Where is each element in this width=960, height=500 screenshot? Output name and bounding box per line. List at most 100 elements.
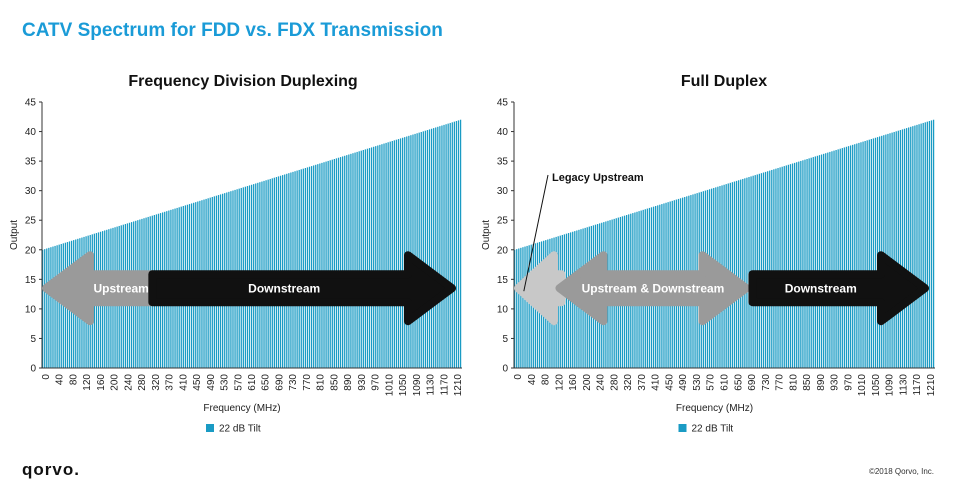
bar <box>391 140 393 368</box>
bar <box>395 139 398 368</box>
bar <box>435 127 437 369</box>
bar <box>424 130 427 368</box>
y-tick-label: 35 <box>497 157 509 168</box>
bar <box>317 164 319 368</box>
bar <box>735 180 738 368</box>
x-tick-label: 370 <box>165 374 176 391</box>
bar <box>800 160 802 368</box>
y-tick-label: 15 <box>497 275 509 286</box>
bar <box>930 120 933 368</box>
bar <box>835 149 837 368</box>
bar <box>412 134 414 368</box>
x-tick-label: 930 <box>830 374 841 391</box>
bar <box>46 248 48 368</box>
bar <box>356 151 358 368</box>
x-tick-label: 1210 <box>453 374 464 397</box>
bar <box>793 162 796 368</box>
x-tick-label: 450 <box>664 374 675 391</box>
bar <box>841 148 843 368</box>
chart-fdd: Frequency Division Duplexing 0 5 10 15 20 25 30… <box>9 73 464 435</box>
callout-label: Legacy Upstream <box>552 172 644 184</box>
y-tick-label: 15 <box>25 275 37 286</box>
x-tick-label: 730 <box>761 374 772 391</box>
y-tick-label: 25 <box>25 216 37 227</box>
arrow-left-arrow: Upstream <box>42 251 157 326</box>
bar <box>373 146 375 368</box>
bar <box>764 171 767 368</box>
bar <box>300 169 302 368</box>
x-tick-label: 1050 <box>871 374 882 397</box>
bar <box>362 149 364 368</box>
bar <box>843 147 846 368</box>
bar <box>737 180 740 368</box>
bar <box>457 120 460 368</box>
bar <box>54 245 56 368</box>
bar <box>514 249 516 368</box>
x-tick-label: 890 <box>816 374 827 391</box>
bar <box>885 134 887 368</box>
bar <box>381 144 383 368</box>
bar <box>526 245 528 368</box>
bar <box>44 249 46 368</box>
x-tick-label: 730 <box>288 374 299 391</box>
x-tick-label: 160 <box>96 374 107 391</box>
bar <box>294 171 296 368</box>
bar <box>399 138 402 368</box>
page-title: CATV Spectrum for FDD vs. FDX Transmissi… <box>22 20 443 41</box>
bar <box>422 131 424 368</box>
bar <box>370 147 373 368</box>
bar <box>895 131 897 368</box>
bar <box>428 129 431 368</box>
x-tick-label: 530 <box>220 374 231 391</box>
x-tick-label: 810 <box>788 374 799 391</box>
bar <box>308 166 311 368</box>
bar <box>868 139 870 368</box>
bar <box>893 131 895 368</box>
bar <box>48 247 50 368</box>
x-tick-label: 200 <box>582 374 593 391</box>
bar <box>831 151 833 368</box>
bar <box>744 178 746 368</box>
x-tick-label: 810 <box>316 374 327 391</box>
arrow-shape <box>514 251 566 326</box>
bar <box>56 245 58 368</box>
bar <box>397 139 400 368</box>
y-tick-label: 35 <box>25 157 37 168</box>
bar <box>319 163 321 368</box>
x-tick-label: 1210 <box>926 374 937 397</box>
bar <box>354 152 356 368</box>
bar <box>862 141 864 368</box>
x-axis-label: Frequency (MHz) <box>203 403 280 414</box>
bar <box>306 167 309 368</box>
y-tick-label: 20 <box>25 245 37 256</box>
bar <box>42 249 44 368</box>
x-tick-label: 930 <box>357 374 368 391</box>
bar <box>912 126 914 368</box>
x-tick-label: 320 <box>623 374 634 391</box>
bar <box>783 166 785 368</box>
bar <box>746 177 748 368</box>
bar <box>404 137 406 368</box>
bar <box>410 135 412 368</box>
bar <box>441 125 443 368</box>
arrow-label: Downstream <box>248 282 320 296</box>
bar <box>816 155 819 368</box>
x-tick-label: 650 <box>733 374 744 391</box>
bar <box>60 243 62 368</box>
bar <box>449 122 451 368</box>
bar <box>845 146 848 368</box>
bar <box>773 169 775 368</box>
arrow-shape <box>42 251 157 326</box>
bar <box>810 157 812 368</box>
bar <box>818 155 821 368</box>
bar <box>375 146 377 368</box>
bar <box>852 144 854 368</box>
bar <box>926 121 928 368</box>
bar <box>50 247 52 368</box>
arrow-right-arrow: Downstream <box>748 251 929 326</box>
bar <box>414 133 416 368</box>
bar <box>920 123 922 368</box>
bar <box>837 149 839 368</box>
bar <box>335 158 338 368</box>
bar <box>860 142 862 368</box>
